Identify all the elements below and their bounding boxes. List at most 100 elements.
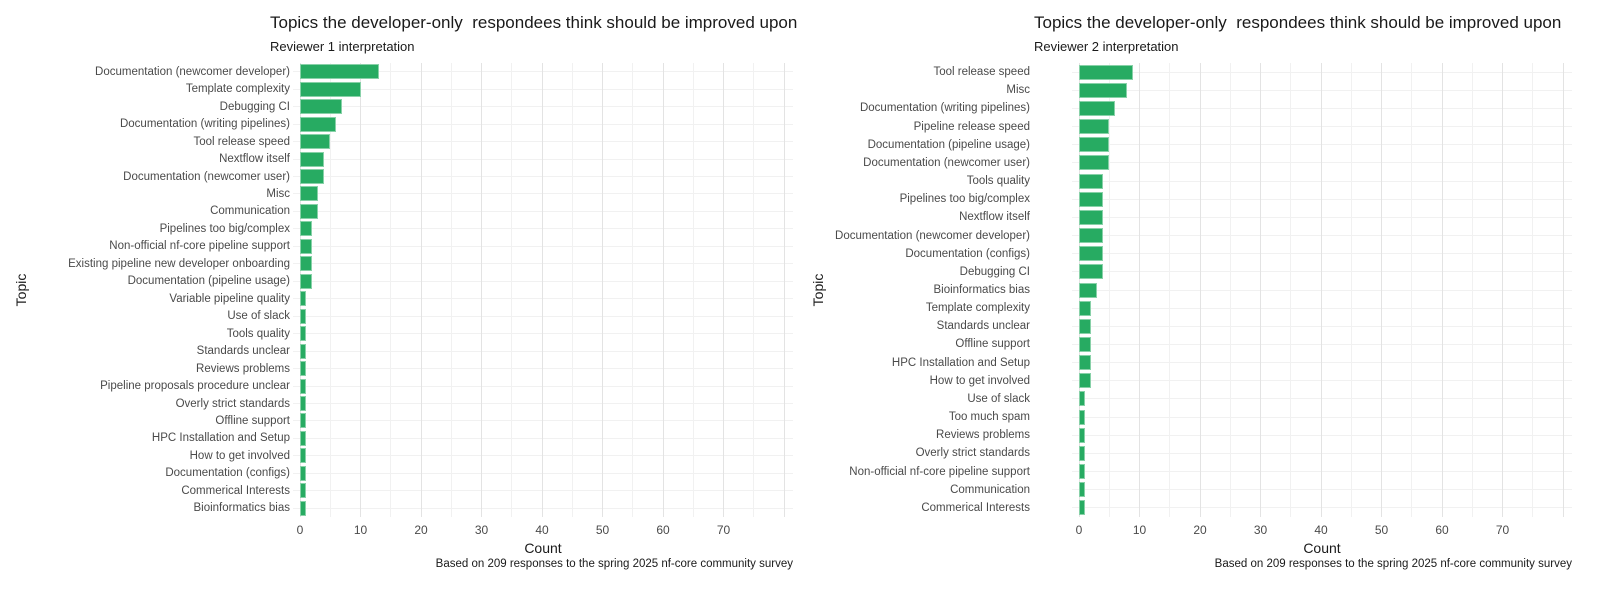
y-gridline	[293, 385, 793, 387]
bar	[300, 64, 379, 80]
bar	[1079, 500, 1086, 516]
bar	[1079, 209, 1104, 225]
bar	[300, 238, 313, 254]
category-label: Overly strict standards	[915, 447, 1030, 460]
y-gridline	[293, 158, 793, 160]
y-gridline	[293, 420, 793, 422]
y-gridline	[1072, 216, 1572, 218]
y-gridline	[1072, 489, 1572, 491]
x-minor-gridline	[329, 63, 331, 517]
y-gridline	[1072, 325, 1572, 327]
bar	[300, 186, 319, 202]
bar	[300, 134, 331, 150]
x-major-gridline	[420, 63, 422, 517]
bar	[300, 273, 313, 289]
y-gridline	[1072, 362, 1572, 364]
category-label: Debugging CI	[959, 265, 1030, 278]
category-label: Use of slack	[227, 310, 290, 323]
x-minor-gridline	[632, 63, 634, 517]
y-gridline	[1072, 180, 1572, 182]
category-label: Debugging CI	[219, 100, 290, 113]
category-label: Nextflow itself	[959, 211, 1030, 224]
category-label: How to get involved	[189, 449, 290, 462]
category-label: Reviews problems	[196, 362, 290, 375]
x-axis-title: Count	[524, 540, 562, 556]
bar	[1079, 482, 1086, 498]
y-gridline	[293, 368, 793, 370]
x-major-gridline	[1320, 63, 1322, 517]
x-major-gridline	[360, 63, 361, 517]
category-label: Documentation (pipeline usage)	[867, 138, 1030, 151]
x-tick-label: 30	[474, 523, 489, 537]
x-major-gridline	[1562, 63, 1564, 517]
category-label: Standards unclear	[936, 320, 1030, 333]
bar	[300, 169, 325, 184]
bar	[1079, 119, 1110, 135]
category-label: Non-official nf-core pipeline support	[109, 240, 290, 253]
bar	[1079, 100, 1116, 116]
bar	[1079, 409, 1086, 425]
x-tick-label: 50	[595, 523, 610, 537]
bar	[300, 99, 343, 115]
x-minor-gridline	[692, 63, 694, 517]
bar	[1079, 137, 1110, 153]
y-gridline	[1072, 162, 1572, 164]
x-minor-gridline	[1471, 63, 1473, 517]
bar	[300, 430, 307, 446]
x-tick-label: 30	[1253, 523, 1268, 537]
category-label: Offline support	[215, 414, 290, 427]
category-label: Documentation (newcomer developer)	[835, 229, 1030, 242]
category-label: Documentation (newcomer user)	[123, 170, 290, 183]
y-gridline	[1072, 380, 1572, 382]
category-label: Misc	[1006, 84, 1030, 97]
x-minor-gridline	[1290, 63, 1292, 517]
y-gridline	[1072, 126, 1572, 128]
x-major-gridline	[1260, 63, 1261, 517]
y-gridline	[293, 228, 793, 230]
bar	[1079, 445, 1086, 461]
chart-caption: Based on 209 responses to the spring 202…	[435, 558, 793, 570]
y-gridline	[1072, 198, 1572, 200]
y-gridline	[293, 350, 793, 352]
x-minor-gridline	[571, 63, 573, 517]
category-label: HPC Installation and Setup	[151, 432, 290, 445]
category-label: Non-official nf-core pipeline support	[849, 465, 1030, 478]
bar	[1079, 64, 1134, 80]
y-gridline	[1072, 398, 1572, 400]
bar	[300, 483, 307, 499]
chart-title: Topics the developer-only respondees thi…	[270, 13, 798, 32]
bar	[1079, 173, 1104, 189]
x-minor-gridline	[1169, 63, 1171, 517]
category-label: Reviews problems	[936, 429, 1030, 442]
x-minor-gridline	[511, 63, 513, 517]
category-label: Nextflow itself	[219, 153, 290, 166]
category-label: Pipeline proposals procedure unclear	[100, 380, 290, 393]
chart-subtitle: Reviewer 1 interpretation	[270, 39, 415, 54]
category-label: Documentation (newcomer developer)	[95, 65, 290, 78]
category-label: Too much spam	[948, 411, 1030, 424]
bar	[1079, 82, 1128, 98]
bar	[300, 256, 313, 272]
x-major-gridline	[299, 63, 301, 517]
y-gridline	[1072, 235, 1572, 237]
x-tick-label: 0	[1075, 523, 1083, 537]
bar	[1079, 318, 1092, 334]
x-minor-gridline	[753, 63, 755, 517]
y-gridline	[1072, 144, 1572, 146]
category-label: Bioinformatics bias	[193, 502, 290, 515]
category-label: Misc	[266, 187, 290, 200]
x-major-gridline	[1381, 63, 1382, 517]
y-gridline	[293, 123, 793, 125]
category-label: Pipeline release speed	[913, 120, 1030, 133]
category-label: Template complexity	[925, 302, 1030, 315]
category-label: Tool release speed	[933, 66, 1030, 79]
bar	[1079, 191, 1104, 207]
y-gridline	[293, 280, 793, 282]
x-minor-gridline	[450, 63, 452, 517]
x-tick-label: 40	[1314, 523, 1328, 537]
y-gridline	[293, 455, 793, 457]
category-label: Pipelines too big/complex	[899, 193, 1030, 206]
x-major-gridline	[1139, 63, 1140, 517]
y-gridline	[293, 176, 793, 177]
bar	[300, 396, 307, 411]
